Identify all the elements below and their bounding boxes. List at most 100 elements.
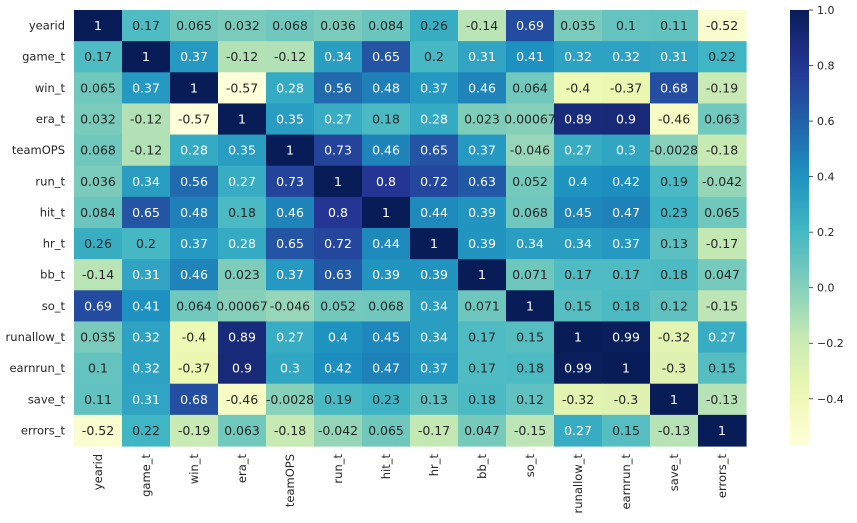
cell-value-label: 0.068	[80, 143, 116, 158]
heatmap-cell	[74, 228, 123, 260]
heatmap-cell	[554, 290, 603, 323]
heatmap-cell	[506, 134, 555, 167]
cell-value-label: 0.99	[612, 330, 640, 345]
cell-value-label: 1	[718, 423, 726, 438]
cell-value-label: 0.31	[468, 49, 496, 64]
heatmap-cell	[170, 259, 219, 291]
cell-value-label: 0.39	[372, 267, 400, 282]
cell-value-label: 0.26	[84, 236, 112, 251]
cell-value-label: 0.19	[660, 174, 688, 189]
cell-value-label: -0.18	[274, 423, 306, 438]
heatmap-cell	[554, 196, 603, 229]
heatmap-cell	[314, 290, 363, 323]
heatmap-cell	[554, 228, 603, 260]
heatmap-cell	[266, 103, 315, 136]
heatmap-cell	[122, 196, 171, 229]
cell-value-label: 0.052	[512, 174, 548, 189]
heatmap-cell	[554, 259, 603, 291]
heatmap-cell	[554, 383, 603, 416]
colorbar-tick-label: 0.8	[817, 60, 835, 73]
heatmap-cell	[218, 103, 267, 136]
heatmap-cell	[74, 103, 123, 136]
cell-value-label: -0.046	[270, 298, 310, 313]
cell-value-label: 0.17	[612, 267, 640, 282]
heatmap-cell	[74, 41, 123, 73]
heatmap-cell	[410, 196, 459, 229]
heatmap-cell	[458, 290, 507, 323]
cell-value-label: -0.19	[706, 80, 738, 95]
x-tick-label: hit_t	[379, 454, 393, 480]
heatmap-cell	[122, 10, 171, 42]
heatmap-cell	[218, 321, 267, 354]
cell-value-label: 0.023	[224, 267, 260, 282]
heatmap-cell	[74, 290, 123, 323]
colorbar-tick-label: 0.0	[817, 282, 835, 295]
heatmap-cell	[218, 352, 267, 385]
x-tick-label: so_t	[523, 454, 537, 478]
heatmap-cell	[74, 10, 123, 42]
cell-value-label: 0.45	[564, 205, 592, 220]
cell-value-label: 0.28	[180, 143, 208, 158]
cell-value-label: 1	[622, 361, 630, 376]
cell-value-label: 0.65	[420, 143, 448, 158]
heatmap-cell	[170, 196, 219, 229]
cell-value-label: 0.12	[660, 298, 688, 313]
cell-value-label: 0.39	[468, 205, 496, 220]
heatmap-cell	[698, 41, 747, 73]
heatmap-cell	[554, 414, 603, 447]
cell-value-label: 0.73	[324, 143, 352, 158]
heatmap-cell	[410, 134, 459, 167]
heatmap-cell	[458, 72, 507, 105]
heatmap-cell	[314, 103, 363, 136]
cell-value-label: 0.37	[132, 80, 160, 95]
heatmap-cell	[458, 196, 507, 229]
cell-value-label: 0.035	[560, 18, 596, 33]
heatmap-cell	[650, 228, 699, 260]
heatmap-cell	[218, 383, 267, 416]
heatmap-cell	[218, 228, 267, 260]
heatmap-cell	[698, 196, 747, 229]
heatmap-cell	[170, 383, 219, 416]
cell-value-label: 0.032	[80, 112, 116, 127]
cell-value-label: 0.084	[368, 18, 404, 33]
heatmap-cell	[698, 414, 747, 447]
heatmap-cell	[266, 383, 315, 416]
cell-value-label: -0.15	[514, 423, 546, 438]
cell-value-label: 0.46	[180, 267, 208, 282]
cell-value-label: 0.18	[228, 205, 256, 220]
cell-value-label: 0.48	[180, 205, 208, 220]
heatmap-cell	[602, 165, 651, 198]
cell-value-label: 0.18	[468, 392, 496, 407]
cell-value-label: 1	[94, 18, 102, 33]
cell-value-label: -0.0028	[266, 392, 314, 407]
cell-value-label: -0.57	[178, 112, 210, 127]
heatmap-cell	[458, 165, 507, 198]
cell-value-label: 0.3	[280, 361, 300, 376]
heatmap-cell	[506, 165, 555, 198]
heatmap-cell	[698, 290, 747, 323]
cell-value-label: 0.28	[420, 112, 448, 127]
cell-value-label: 0.56	[180, 174, 208, 189]
cell-value-label: 0.071	[512, 267, 548, 282]
heatmap-cell	[650, 72, 699, 105]
heatmap-cell	[410, 352, 459, 385]
cell-value-label: 0.2	[136, 236, 156, 251]
cell-value-label: 0.19	[324, 392, 352, 407]
heatmap-cell	[506, 10, 555, 42]
heatmap-cell	[74, 414, 123, 447]
heatmap-cell	[122, 352, 171, 385]
heatmap-cell	[458, 352, 507, 385]
cell-value-label: 0.068	[368, 298, 404, 313]
heatmap-cell	[314, 165, 363, 198]
cell-value-label: 1	[526, 298, 534, 313]
cell-value-label: -0.17	[418, 423, 450, 438]
heatmap-cell	[170, 72, 219, 105]
colorbar-tick-label: 0.6	[817, 115, 835, 128]
heatmap-cell	[170, 134, 219, 167]
colorbar	[790, 10, 809, 446]
heatmap-cell	[362, 165, 411, 198]
heatmap-cell	[410, 259, 459, 291]
y-tick-label: errors_t	[21, 423, 66, 437]
cell-value-label: 0.15	[612, 423, 640, 438]
heatmap-cell	[74, 259, 123, 291]
